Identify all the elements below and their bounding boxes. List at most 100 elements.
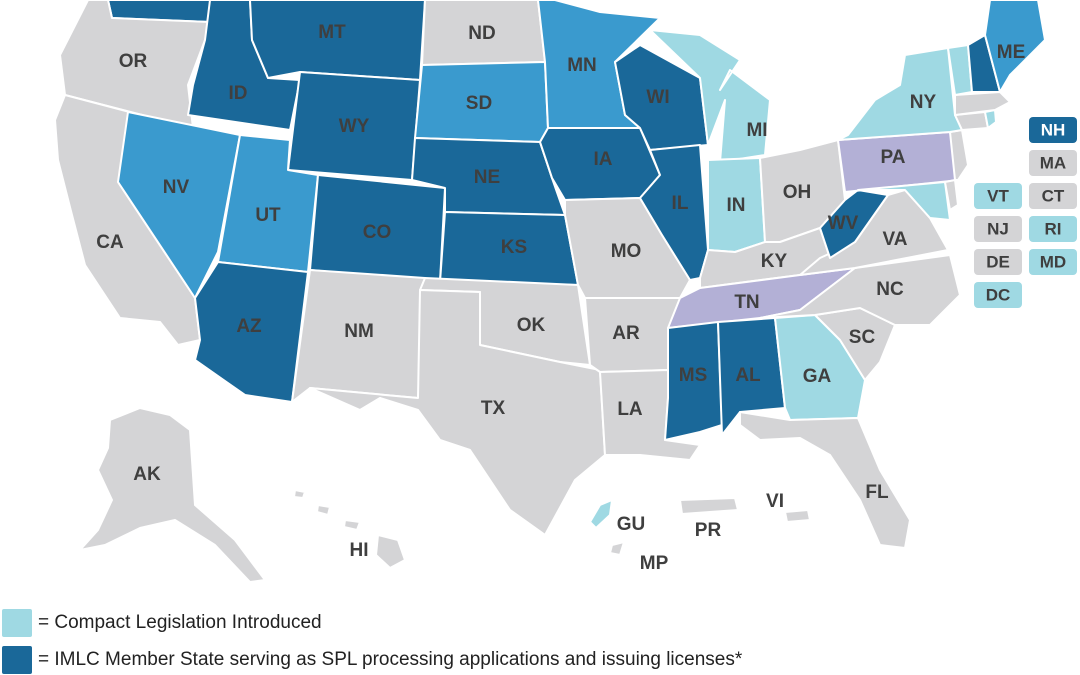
- territory-mp[interactable]: [609, 541, 625, 556]
- state-de[interactable]: [944, 179, 959, 211]
- label-mi: MI: [746, 120, 767, 141]
- label-ak: AK: [133, 464, 161, 485]
- label-ca: CA: [96, 232, 124, 253]
- small-state-boxes: NH MA VT CT NJ RI DE MD DC: [974, 117, 1077, 308]
- small-state-box-bg: [974, 216, 1022, 242]
- small-state-box-label: DE: [986, 252, 1010, 271]
- label-al: AL: [735, 365, 761, 386]
- state-md[interactable]: [857, 181, 951, 221]
- state-nc[interactable]: [759, 254, 961, 326]
- small-state-box-dc[interactable]: DC: [974, 282, 1022, 308]
- small-state-box-label: NJ: [987, 219, 1009, 238]
- label-ne: NE: [474, 167, 500, 188]
- small-state-box-label: CT: [1042, 186, 1065, 205]
- small-state-box-vt[interactable]: VT: [974, 183, 1022, 209]
- state-or[interactable]: [59, 0, 211, 129]
- small-state-box-nj[interactable]: NJ: [974, 216, 1022, 242]
- state-mi[interactable]: [649, 29, 771, 163]
- label-id: ID: [229, 83, 248, 104]
- small-state-box-ri[interactable]: RI: [1029, 216, 1077, 242]
- label-nd: ND: [468, 23, 495, 44]
- small-state-box-bg: [1029, 183, 1077, 209]
- label-ks: KS: [501, 237, 527, 258]
- state-ny[interactable]: [837, 47, 963, 141]
- legend-member-spl: = IMLC Member State serving as SPL proce…: [0, 646, 1080, 674]
- small-state-box-bg: [1029, 117, 1077, 143]
- legend-swatch-member-spl: [2, 646, 32, 674]
- label-pr: PR: [695, 520, 722, 541]
- small-state-box-nh[interactable]: NH: [1029, 117, 1077, 143]
- label-tx: TX: [481, 398, 506, 419]
- label-la: LA: [617, 399, 643, 420]
- small-state-box-label: MD: [1040, 252, 1066, 271]
- state-fl[interactable]: [739, 411, 911, 549]
- small-state-box-ma[interactable]: MA: [1029, 150, 1077, 176]
- territory-gu[interactable]: [589, 499, 613, 529]
- label-mp: MP: [640, 553, 669, 574]
- small-state-box-bg: [1029, 216, 1077, 242]
- label-in: IN: [727, 195, 746, 216]
- legend-text-member-spl: = IMLC Member State serving as SPL proce…: [38, 649, 743, 670]
- state-me[interactable]: [984, 0, 1046, 93]
- territory-vi[interactable]: [784, 509, 811, 523]
- label-va: VA: [883, 229, 908, 250]
- small-state-box-label: DC: [986, 285, 1011, 304]
- state-hi[interactable]: [293, 489, 406, 569]
- small-state-box-bg: [1029, 150, 1077, 176]
- label-oh: OH: [783, 182, 812, 203]
- label-ok: OK: [517, 315, 546, 336]
- label-co: CO: [363, 222, 392, 243]
- label-mo: MO: [611, 241, 642, 262]
- state-ri[interactable]: [984, 109, 997, 129]
- label-ar: AR: [612, 323, 640, 344]
- label-hi: HI: [350, 540, 369, 561]
- state-wv[interactable]: [819, 189, 889, 259]
- small-state-box-label: VT: [987, 186, 1009, 205]
- label-mn: MN: [567, 55, 597, 76]
- label-wi: WI: [646, 87, 669, 108]
- label-wy: WY: [339, 116, 370, 137]
- small-state-box-ct[interactable]: CT: [1029, 183, 1077, 209]
- label-il: IL: [672, 193, 689, 214]
- label-mt: MT: [318, 22, 346, 43]
- label-nc: NC: [876, 279, 904, 300]
- label-sc: SC: [849, 327, 876, 348]
- label-wv: WV: [828, 213, 859, 234]
- label-ut: UT: [255, 205, 281, 226]
- small-state-box-bg: [974, 282, 1022, 308]
- label-az: AZ: [236, 316, 262, 337]
- state-tx[interactable]: [309, 289, 606, 536]
- label-me: ME: [997, 42, 1026, 63]
- small-state-box-label: MA: [1040, 153, 1066, 172]
- us-map: OR CA NV ID MT WY UT AZ CO NM ND SD NE KS OK TX MN IA MO AR…: [54, 0, 1077, 583]
- label-nv: NV: [163, 177, 190, 198]
- small-state-box-bg: [974, 183, 1022, 209]
- territory-pr[interactable]: [679, 497, 739, 515]
- legend-introduced: = Compact Legislation Introduced: [0, 609, 1080, 637]
- state-az[interactable]: [194, 261, 309, 403]
- small-state-box-de[interactable]: DE: [974, 249, 1022, 275]
- state-il[interactable]: [639, 144, 709, 281]
- label-fl: FL: [865, 482, 889, 503]
- label-or: OR: [119, 51, 148, 72]
- label-tn: TN: [734, 292, 759, 313]
- label-gu: GU: [617, 514, 646, 535]
- state-nv[interactable]: [117, 111, 241, 299]
- label-sd: SD: [466, 93, 492, 114]
- label-vi: VI: [766, 491, 784, 512]
- small-state-box-bg: [974, 249, 1022, 275]
- label-ny: NY: [910, 92, 937, 113]
- label-ia: IA: [594, 149, 613, 170]
- small-state-box-bg: [1029, 249, 1077, 275]
- label-nm: NM: [344, 321, 374, 342]
- label-ga: GA: [803, 366, 832, 387]
- small-state-box-label: NH: [1041, 120, 1066, 139]
- label-ms: MS: [679, 365, 708, 386]
- state-ak[interactable]: [79, 407, 266, 583]
- small-state-box-md[interactable]: MD: [1029, 249, 1077, 275]
- state-ma[interactable]: [954, 91, 1011, 116]
- legend-text-introduced: = Compact Legislation Introduced: [38, 612, 322, 633]
- legend-swatch-introduced: [2, 609, 32, 637]
- small-state-box-label: RI: [1045, 219, 1062, 238]
- state-labels: OR CA NV ID MT WY UT AZ CO NM ND SD NE KS OK TX MN IA MO AR…: [96, 22, 1025, 574]
